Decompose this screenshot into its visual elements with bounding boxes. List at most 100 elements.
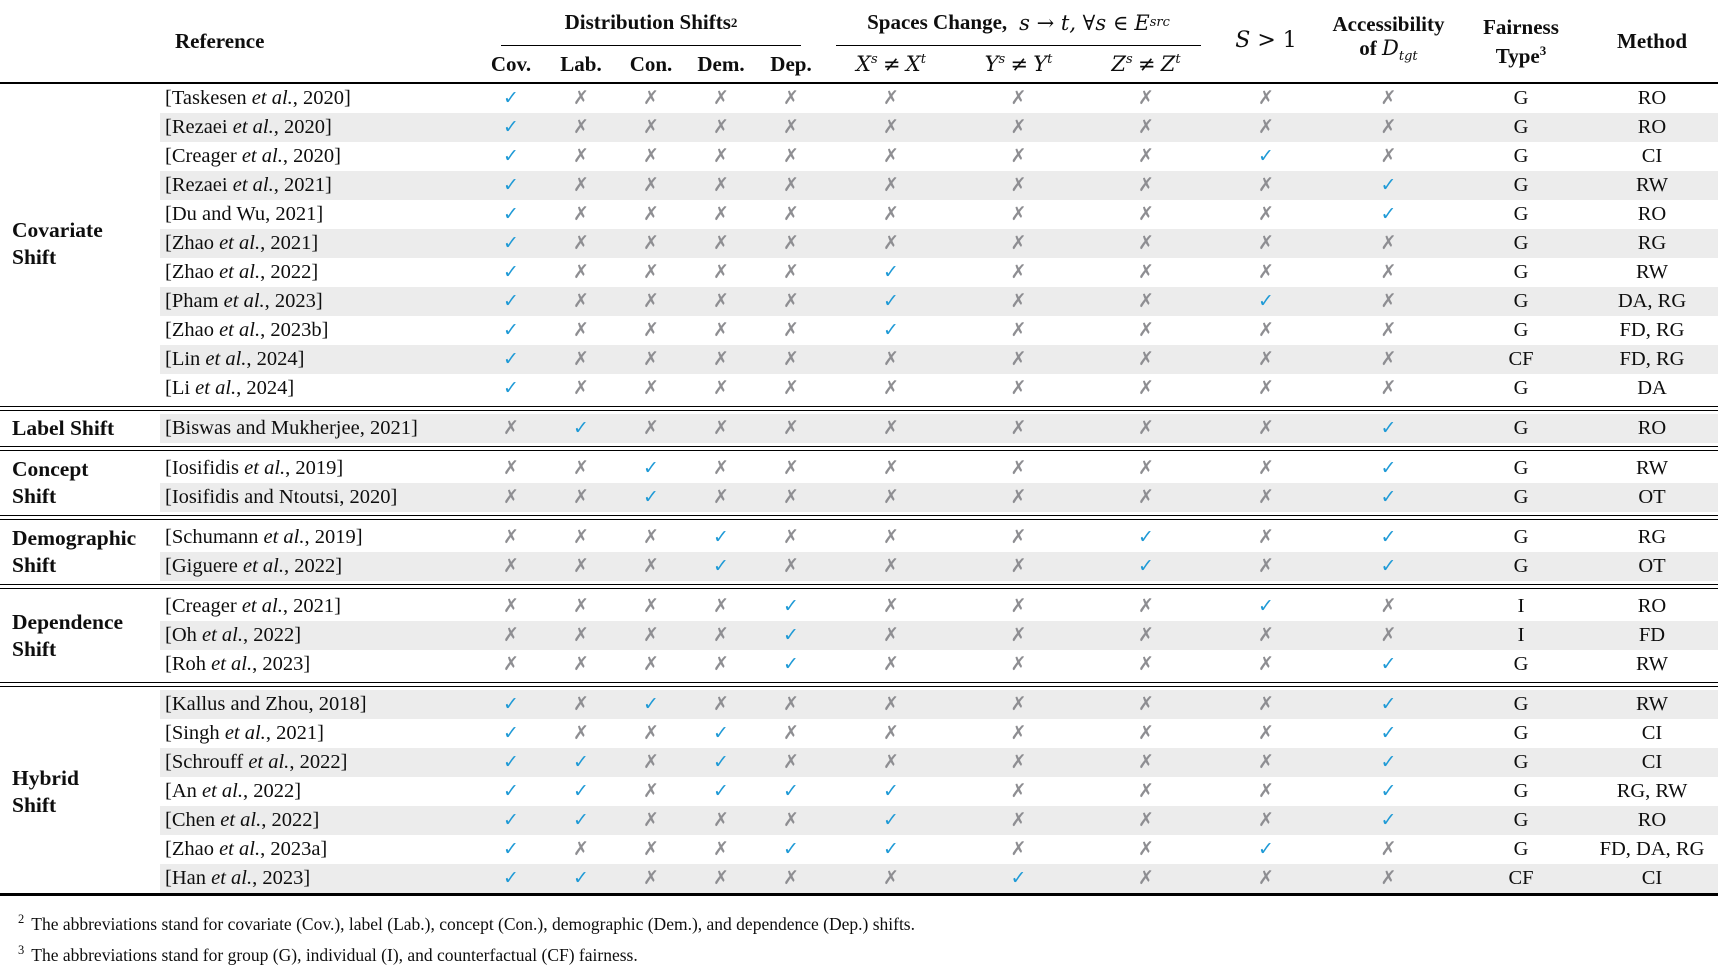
y-t: Y	[1033, 51, 1048, 76]
sup-s: s	[998, 51, 1006, 67]
cross-icon: ✗	[783, 693, 799, 715]
cross-icon: ✗	[573, 526, 589, 548]
subheader-y-neq: Ys ≠ Yt	[956, 52, 1081, 77]
table-row: [Rezaei et al., 2021] ✓ ✗ ✗ ✗ ✗ ✗ ✗ ✗ ✗ ✓ G RW	[160, 171, 1718, 200]
cross-icon: ✗	[883, 377, 899, 399]
subheader-lab: Lab.	[560, 51, 602, 76]
mark-cell: ✗	[1081, 292, 1211, 311]
cross-icon: ✗	[573, 174, 589, 196]
cross-icon: ✗	[1138, 780, 1154, 802]
cross-icon: ✗	[1010, 87, 1027, 109]
cross-icon: ✗	[573, 232, 589, 254]
cross-icon: ✗	[1138, 145, 1154, 167]
mark-cell: ✗	[1321, 118, 1456, 137]
cross-icon: ✗	[573, 203, 589, 225]
mark-cell: ✗	[756, 811, 826, 830]
mark-cell: ✗	[1321, 321, 1456, 340]
sup-t: t	[1175, 51, 1181, 67]
check-icon: ✓	[503, 87, 519, 109]
et-al: et al.	[224, 722, 266, 744]
cross-icon: ✗	[1138, 809, 1154, 831]
method-cell: OT	[1638, 555, 1666, 577]
table-row: [Han et al., 2023] ✓ ✓ ✗ ✗ ✗ ✗ ✓ ✗ ✗ ✗ CF CI	[160, 864, 1718, 893]
group-label-line: Shift	[12, 553, 57, 577]
cross-icon: ✗	[573, 348, 589, 370]
accessibility-line1: Accessibility	[1332, 12, 1445, 37]
source-env-subscript: src	[1149, 15, 1170, 30]
mark-cell: ✓	[476, 89, 546, 108]
distribution-shift-subheaders: Cov. Lab. Con. Dem. Dep.	[476, 46, 826, 82]
et-al: et al.	[251, 87, 293, 109]
cross-icon: ✗	[783, 809, 799, 831]
cross-icon: ✗	[1138, 348, 1154, 370]
mark-cell: ✗	[956, 263, 1081, 282]
mark-cell: ✓	[476, 350, 546, 369]
check-icon: ✓	[573, 867, 589, 889]
method-cell: FD, DA, RG	[1599, 838, 1705, 860]
mark-cell: ✗	[1081, 350, 1211, 369]
cross-icon: ✗	[783, 867, 799, 889]
mark-cell: ✓	[476, 205, 546, 224]
method-cell: RO	[1637, 87, 1667, 109]
mark-cell: ✗	[1211, 118, 1321, 137]
cross-icon: ✗	[573, 116, 589, 138]
check-icon: ✓	[573, 751, 589, 773]
mark-cell: ✗	[546, 459, 616, 478]
mark-cell: ✗	[956, 811, 1081, 830]
cross-icon: ✗	[783, 232, 799, 254]
subheader-dep: Dep.	[770, 51, 812, 76]
cross-icon: ✗	[1258, 174, 1274, 196]
mark-cell: ✗	[826, 557, 956, 576]
mark-cell: ✗	[1211, 753, 1321, 772]
cross-icon: ✗	[1258, 751, 1274, 773]
mark-cell: ✗	[616, 528, 686, 547]
cross-icon: ✗	[643, 526, 659, 548]
group-label-line: Shift	[12, 244, 57, 269]
mark-cell: ✗	[546, 89, 616, 108]
cross-icon: ✗	[1380, 145, 1397, 167]
et-al: et al.	[220, 809, 262, 831]
fairness-type-cell: CF	[1508, 348, 1534, 370]
cross-icon: ✗	[1010, 145, 1027, 167]
mark-cell: ✗	[476, 459, 546, 478]
mark-cell: ✗	[826, 89, 956, 108]
mark-cell: ✗	[956, 89, 1081, 108]
mark-cell: ✓	[546, 811, 616, 830]
method-cell: CI	[1641, 145, 1663, 167]
group-label: Demographic Shift	[0, 523, 160, 581]
mark-cell: ✗	[756, 176, 826, 195]
mark-cell: ✓	[1321, 695, 1456, 714]
column-header-s-greater-1: S > 1	[1211, 0, 1321, 82]
cross-icon: ✗	[503, 555, 519, 577]
fairness-type-cell: G	[1513, 174, 1529, 196]
footnote-3: 3 The abbreviations stand for group (G), …	[18, 937, 1718, 968]
fairness-type-cell: G	[1513, 145, 1529, 167]
mark-cell: ✗	[826, 528, 956, 547]
et-al: et al.	[195, 377, 237, 399]
reference-cell: [Chen et al., 2022]	[165, 809, 320, 831]
reference-cell: [Zhao et al., 2022]	[165, 261, 319, 283]
mark-cell: ✗	[616, 292, 686, 311]
reference-cell: [Kallus and Zhou, 2018]	[165, 693, 367, 715]
check-icon: ✓	[1380, 722, 1397, 744]
check-icon: ✓	[713, 526, 729, 548]
mark-cell: ✗	[546, 234, 616, 253]
mark-cell: ✗	[686, 655, 756, 674]
cross-icon: ✗	[643, 174, 659, 196]
type-label: Type	[1495, 43, 1540, 68]
table-row: [Chen et al., 2022] ✓ ✓ ✗ ✗ ✗ ✓ ✗ ✗ ✗ ✓ G RO	[160, 806, 1718, 835]
cross-icon: ✗	[643, 116, 659, 138]
group-label-line: Shift	[12, 636, 57, 661]
header-group-spacer	[0, 0, 160, 82]
cross-icon: ✗	[883, 595, 899, 617]
cross-icon: ✗	[1010, 809, 1027, 831]
cross-icon: ✗	[643, 348, 659, 370]
check-icon: ✓	[503, 348, 519, 370]
reference-cell: [Giguere et al., 2022]	[165, 555, 343, 577]
cross-icon: ✗	[713, 261, 729, 283]
cross-icon: ✗	[883, 526, 899, 548]
mark-cell: ✗	[756, 557, 826, 576]
sup-t: t	[1047, 51, 1053, 67]
mark-cell: ✗	[686, 811, 756, 830]
